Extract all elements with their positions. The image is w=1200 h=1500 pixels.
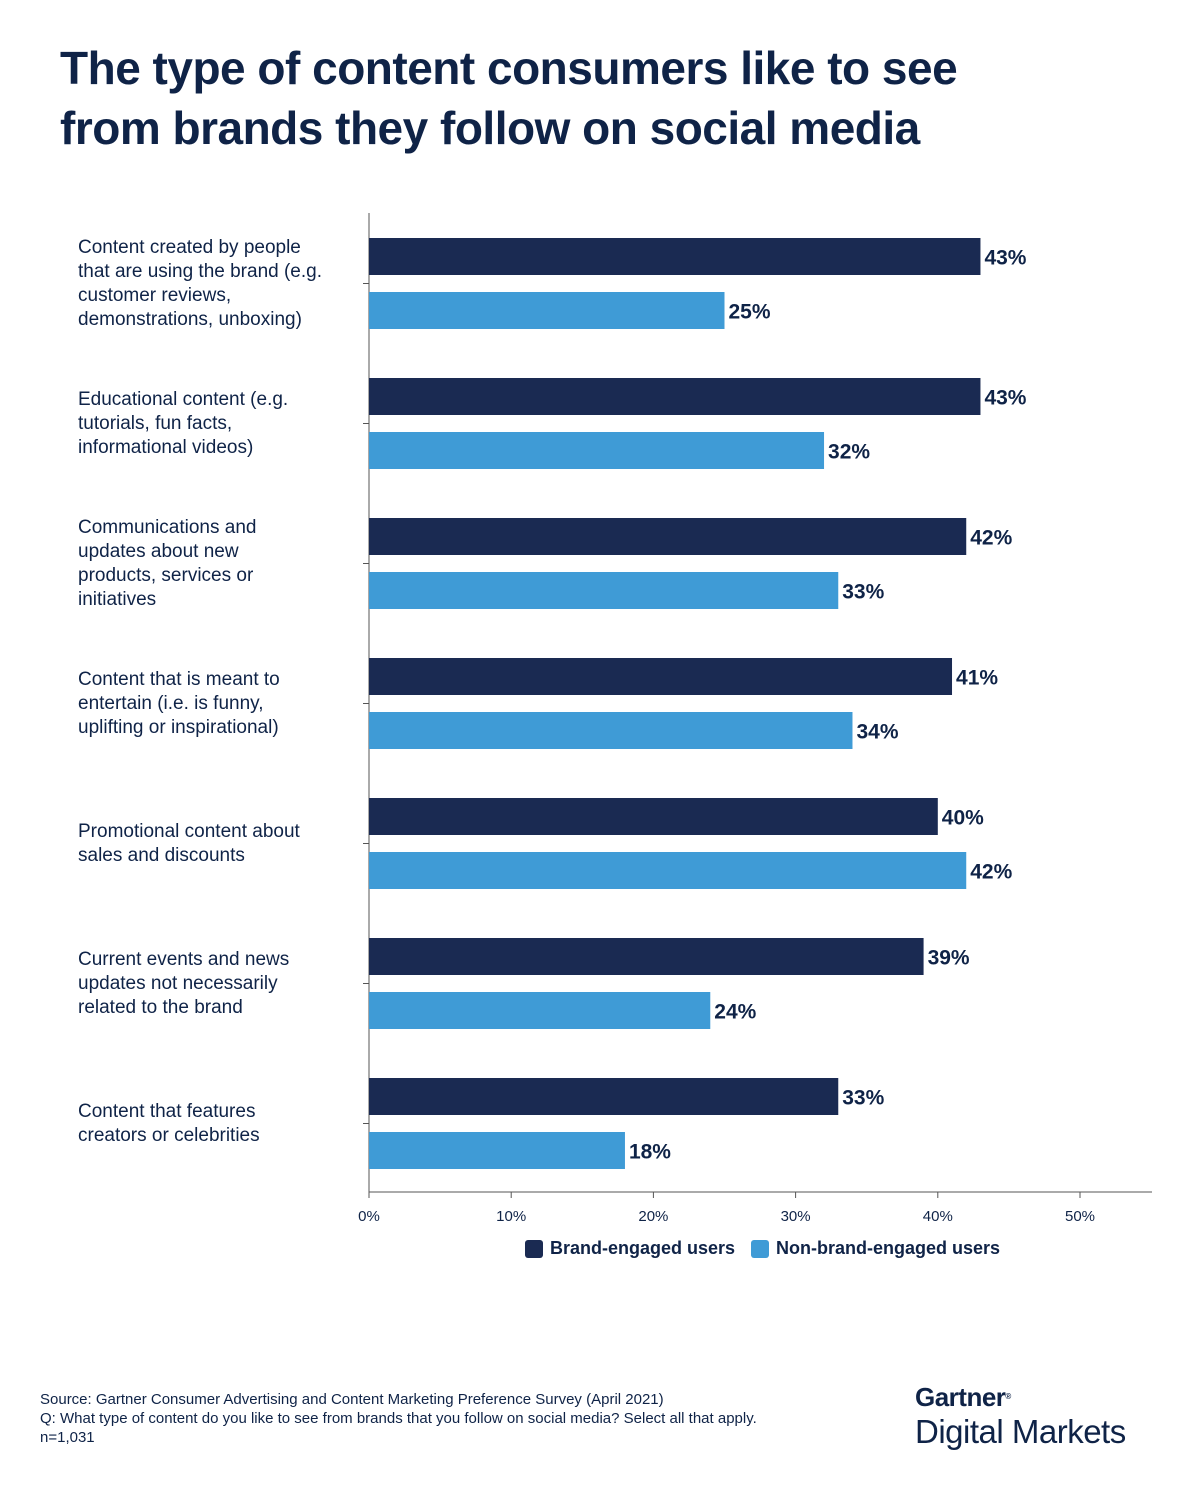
bar-non-brand-engaged xyxy=(369,292,725,329)
legend-item-brand: Brand-engaged users xyxy=(525,1238,735,1259)
bar-value-label: 24% xyxy=(714,1001,756,1024)
category-label: Communications and updates about new produ… xyxy=(78,516,358,612)
category-label-line: Content that is meant to xyxy=(78,668,280,690)
bar-brand-engaged xyxy=(369,658,953,695)
category-label: Promotional content about sales and disco… xyxy=(78,820,358,868)
legend: Brand-engaged users Non-brand-engaged us… xyxy=(525,1238,1016,1259)
category-label: Content that features creators or celebri… xyxy=(78,1100,358,1148)
bar-value-label: 33% xyxy=(842,581,884,604)
bar-non-brand-engaged xyxy=(369,992,711,1029)
category-label: Content that is meant to entertain (i.e. … xyxy=(78,668,358,740)
legend-item-nonbrand: Non-brand-engaged users xyxy=(751,1238,1000,1259)
question-note: Q: What type of content do you like to s… xyxy=(40,1410,757,1427)
bar-brand-engaged xyxy=(369,378,981,415)
category-label-line: initiatives xyxy=(78,588,157,610)
legend-label-brand: Brand-engaged users xyxy=(550,1238,736,1258)
category-label: Educational content (e.g. tutorials, fun … xyxy=(78,388,358,460)
legend-swatch-brand xyxy=(525,1239,543,1258)
bar-brand-engaged xyxy=(369,1078,839,1115)
chart-title: The type of content consumers like to se… xyxy=(60,38,1120,158)
category-label-line: updates not necessarily xyxy=(78,972,278,994)
source-note: Source: Gartner Consumer Advertising and… xyxy=(40,1391,664,1408)
bar-value-label: 41% xyxy=(956,667,998,690)
category-label-line: entertain (i.e. is funny, xyxy=(78,692,264,714)
x-tick-label: 50% xyxy=(1065,1208,1095,1225)
bar-value-label: 32% xyxy=(828,441,870,464)
category-label-line: that are using the brand (e.g. xyxy=(78,260,322,282)
category-label-line: demonstrations, unboxing) xyxy=(78,308,302,330)
category-label-line: uplifting or inspirational) xyxy=(78,716,279,738)
bar-brand-engaged xyxy=(369,238,981,275)
x-tick-label: 40% xyxy=(923,1208,953,1225)
bar-value-label: 40% xyxy=(942,807,984,830)
chart-title-line-2: from brands they follow on social media xyxy=(60,102,920,154)
x-tick-label: 30% xyxy=(781,1208,811,1225)
bar-value-label: 33% xyxy=(842,1087,884,1110)
category-label: Content created by people that are using … xyxy=(78,236,358,332)
category-label-line: Communications and xyxy=(78,516,257,538)
category-label: Current events and news updates not neces… xyxy=(78,948,358,1020)
bar-value-label: 34% xyxy=(856,721,898,744)
category-label-line: customer reviews, xyxy=(78,284,232,306)
logo-gartner-text: Gartner® xyxy=(915,1382,1011,1412)
category-label-line: updates about new xyxy=(78,540,239,562)
bar-non-brand-engaged xyxy=(369,432,825,469)
category-label-line: creators or celebrities xyxy=(78,1124,260,1146)
bar-brand-engaged xyxy=(369,798,938,835)
bar-value-label: 42% xyxy=(970,861,1012,884)
x-tick-label: 0% xyxy=(358,1208,380,1225)
bar-value-label: 42% xyxy=(970,527,1012,550)
footer-notes: Source: Gartner Consumer Advertising and… xyxy=(40,1390,880,1447)
legend-label-nonbrand: Non-brand-engaged users xyxy=(776,1238,1001,1258)
bar-non-brand-engaged xyxy=(369,1132,625,1169)
x-tick-label: 10% xyxy=(496,1208,526,1225)
bar-value-label: 25% xyxy=(729,301,771,324)
bar-non-brand-engaged xyxy=(369,852,967,889)
category-label-line: Content that features xyxy=(78,1100,256,1122)
category-label-line: Promotional content about xyxy=(78,820,300,842)
sample-size-note: n=1,031 xyxy=(40,1429,95,1446)
bar-non-brand-engaged xyxy=(369,572,839,609)
category-label-line: tutorials, fun facts, xyxy=(78,412,233,434)
bar-value-label: 18% xyxy=(629,1141,671,1164)
bar-chart: 0% 10% 20% 30% 40% 50% 43% 25% 43% 32% 42% 33% 41% 34… xyxy=(358,213,1152,1225)
bar-non-brand-engaged xyxy=(369,712,853,749)
category-label-line: products, services or xyxy=(78,564,254,586)
category-label-line: Content created by people xyxy=(78,236,301,258)
category-label-line: related to the brand xyxy=(78,996,243,1018)
category-label-line: sales and discounts xyxy=(78,844,245,866)
category-label-line: Educational content (e.g. xyxy=(78,388,289,410)
category-label-line: Current events and news xyxy=(78,948,290,970)
bar-value-label: 43% xyxy=(984,387,1026,410)
category-label-line: informational videos) xyxy=(78,436,254,458)
bar-brand-engaged xyxy=(369,938,924,975)
bar-value-label: 43% xyxy=(984,247,1026,270)
bar-value-label: 39% xyxy=(928,947,970,970)
chart-title-line-1: The type of content consumers like to se… xyxy=(60,42,958,94)
gartner-logo: Gartner® Digital Markets xyxy=(915,1382,1126,1452)
bar-brand-engaged xyxy=(369,518,967,555)
legend-swatch-nonbrand xyxy=(751,1239,770,1258)
logo-digital-markets-text: Digital Markets xyxy=(915,1413,1126,1450)
x-tick-label: 20% xyxy=(638,1208,668,1225)
